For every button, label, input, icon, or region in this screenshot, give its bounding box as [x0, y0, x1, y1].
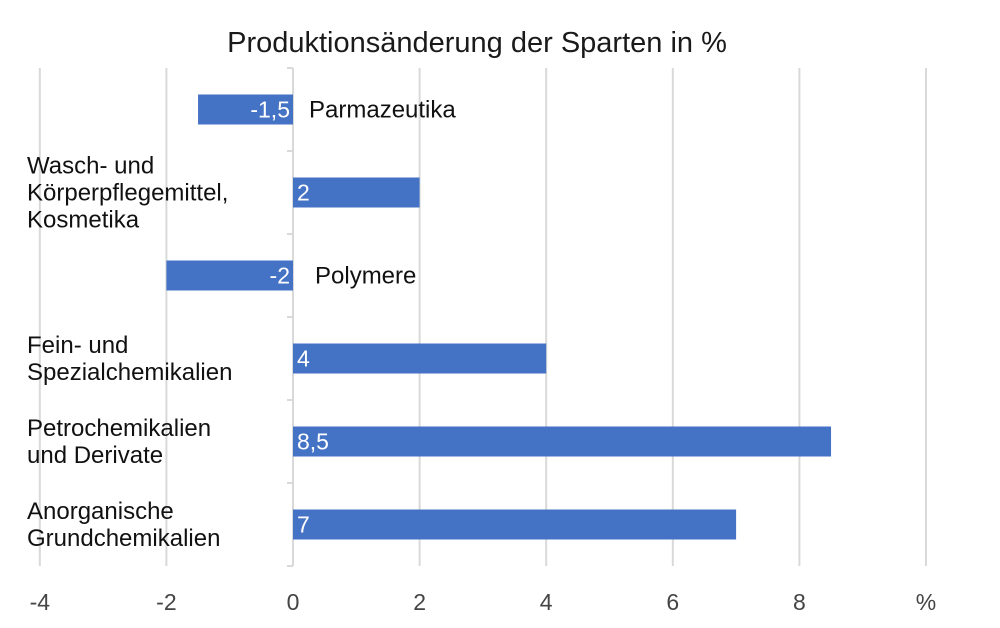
- data-label: -1,5: [250, 97, 290, 123]
- bar: [293, 177, 420, 208]
- x-axis-ticks: -4 -2 0 2 4 6 8%: [30, 589, 937, 615]
- category-label: Anorganische Grundchemikalien: [27, 498, 220, 552]
- category-label: Parmazeutika: [309, 97, 456, 124]
- gridlines: [38, 67, 927, 567]
- bar: [293, 426, 832, 457]
- bar: [166, 260, 293, 291]
- x-tick-label: 2: [413, 589, 426, 615]
- data-label: -2: [270, 263, 290, 289]
- x-tick-label: 6: [666, 589, 679, 615]
- x-tick-label: -2: [156, 589, 176, 615]
- x-tick-label: 4: [540, 589, 553, 615]
- data-label: 4: [297, 346, 310, 372]
- data-labels: -1,5 2 -2 4 8,5 7: [250, 97, 329, 538]
- category-label: Polymere: [315, 263, 416, 290]
- category-label: Petrochemikalien und Derivate: [27, 415, 211, 469]
- bar: [293, 343, 547, 374]
- category-label: Wasch- und Körperpflegemittel, Kosmetika: [27, 153, 228, 234]
- data-label: 2: [297, 180, 310, 206]
- category-labels: Parmazeutika Wasch- und Körperpflegemittel…: [27, 97, 456, 553]
- category-label: Fein- und Spezialchemikalien: [27, 332, 232, 386]
- x-tick-label: 8: [793, 589, 806, 615]
- data-label: 7: [297, 512, 310, 538]
- chart-title: Produktionsänderung der Sparten in %: [227, 27, 727, 59]
- bar: [198, 94, 293, 125]
- bars: [166, 94, 832, 540]
- data-label: 8,5: [297, 429, 329, 455]
- x-tick-label: 0: [287, 589, 300, 615]
- x-tick-label: -4: [30, 589, 51, 615]
- x-tick-label: %: [916, 589, 936, 615]
- bar: [293, 509, 737, 540]
